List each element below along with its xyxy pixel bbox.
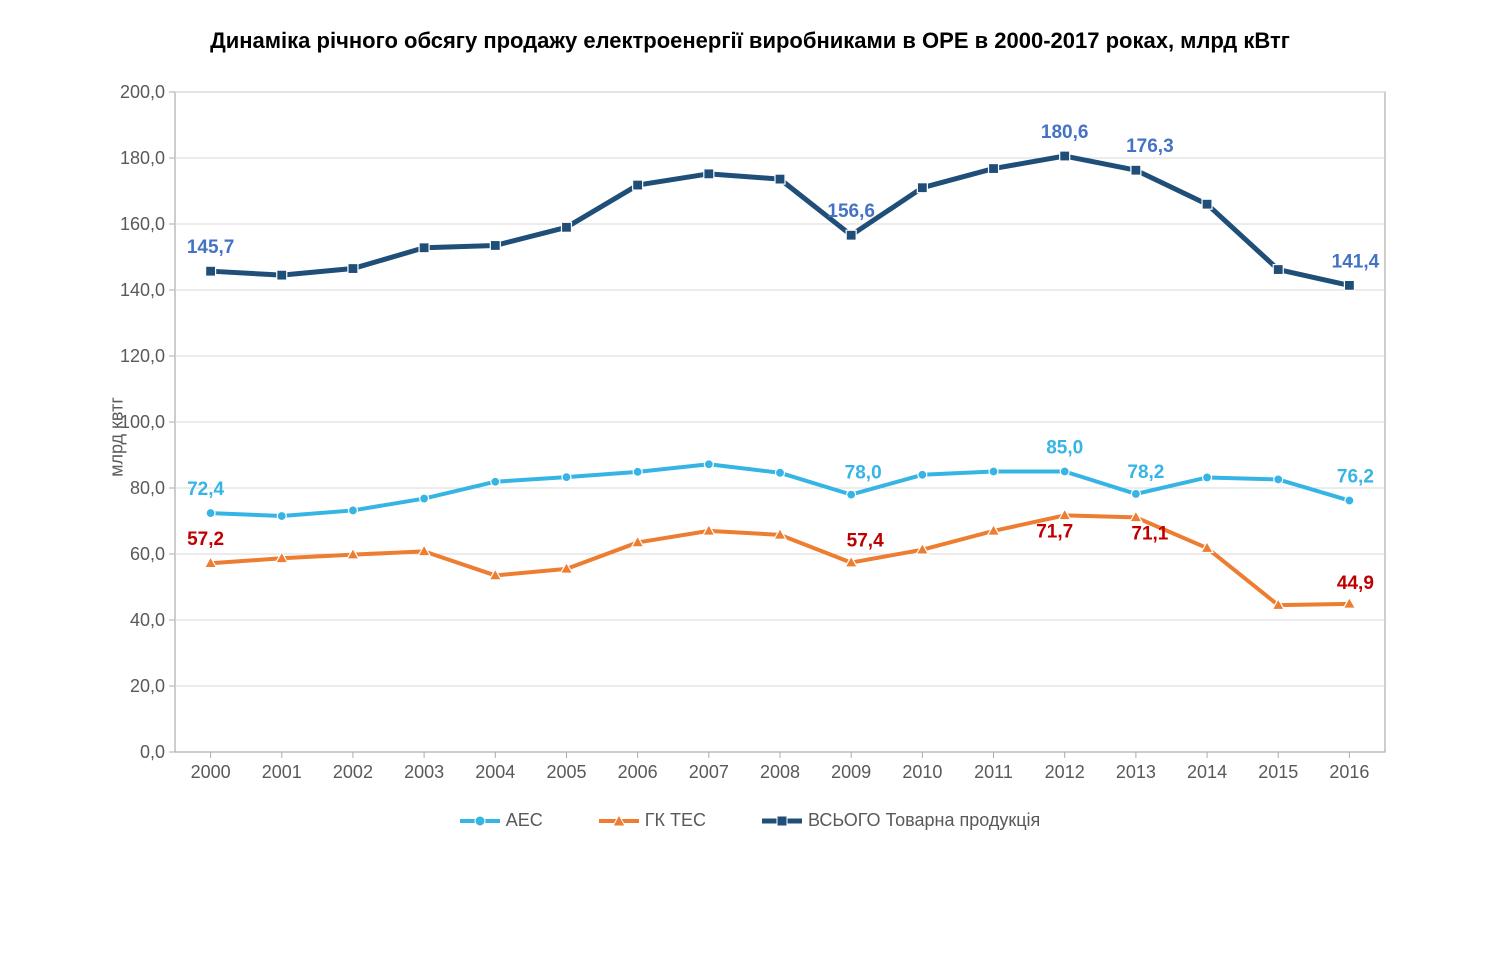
svg-text:2004: 2004 [475,762,515,782]
svg-text:71,1: 71,1 [1131,523,1168,544]
svg-text:44,9: 44,9 [1337,573,1374,594]
legend-item: АЕС [460,810,543,831]
svg-text:2001: 2001 [262,762,302,782]
svg-text:40,0: 40,0 [130,610,165,630]
svg-text:78,2: 78,2 [1127,462,1164,483]
legend-item: ВСЬОГО Товарна продукція [762,810,1040,831]
chart-container: млрд квтг 0,020,040,060,080,0100,0120,01… [105,82,1395,792]
chart-title: Динаміка річного обсягу продажу електрое… [0,0,1500,54]
svg-text:85,0: 85,0 [1046,438,1083,459]
svg-text:2002: 2002 [333,762,373,782]
svg-text:2015: 2015 [1258,762,1298,782]
svg-text:2007: 2007 [689,762,729,782]
svg-text:76,2: 76,2 [1337,467,1374,488]
svg-text:20,0: 20,0 [130,676,165,696]
svg-text:72,4: 72,4 [187,479,224,500]
svg-text:145,7: 145,7 [187,237,235,258]
svg-text:120,0: 120,0 [120,346,165,366]
svg-text:57,2: 57,2 [187,529,224,550]
svg-text:180,0: 180,0 [120,148,165,168]
legend-item: ГК ТЕС [599,810,706,831]
legend: АЕС ГК ТЕС ВСЬОГО Товарна продукція [0,810,1500,831]
y-axis-label: млрд квтг [106,397,127,477]
svg-text:140,0: 140,0 [120,280,165,300]
svg-text:60,0: 60,0 [130,544,165,564]
svg-text:2009: 2009 [831,762,871,782]
svg-text:176,3: 176,3 [1126,136,1174,157]
svg-text:2006: 2006 [618,762,658,782]
svg-text:160,0: 160,0 [120,214,165,234]
svg-text:180,6: 180,6 [1041,122,1089,143]
svg-text:2011: 2011 [974,762,1013,782]
line-chart: 0,020,040,060,080,0100,0120,0140,0160,01… [105,82,1395,792]
svg-text:71,7: 71,7 [1036,521,1073,542]
svg-text:78,0: 78,0 [845,463,882,484]
svg-text:141,4: 141,4 [1332,251,1380,272]
svg-text:2016: 2016 [1329,762,1369,782]
svg-text:156,6: 156,6 [827,201,875,222]
svg-text:2000: 2000 [191,762,231,782]
svg-text:2003: 2003 [404,762,444,782]
svg-text:2012: 2012 [1045,762,1085,782]
svg-text:0,0: 0,0 [140,742,165,762]
svg-text:2008: 2008 [760,762,800,782]
svg-text:2010: 2010 [902,762,942,782]
svg-text:57,4: 57,4 [847,531,884,552]
svg-text:80,0: 80,0 [130,478,165,498]
svg-text:2014: 2014 [1187,762,1227,782]
svg-text:200,0: 200,0 [120,82,165,102]
svg-text:2005: 2005 [546,762,586,782]
svg-text:2013: 2013 [1116,762,1156,782]
